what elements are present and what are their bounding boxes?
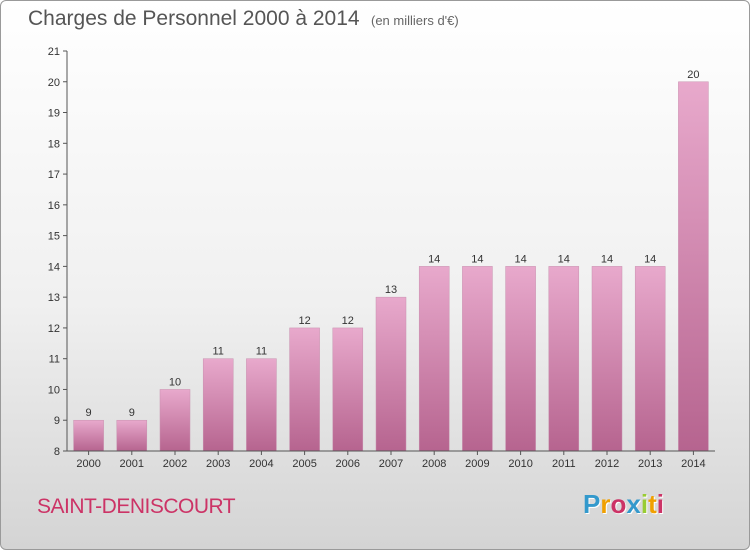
- bar: [418, 266, 450, 452]
- x-tick-label: 2010: [508, 458, 532, 470]
- logo-letter: i: [656, 489, 664, 519]
- bar-value-label: 14: [428, 253, 440, 265]
- logo-letter: o: [610, 489, 627, 519]
- bar: [73, 419, 104, 452]
- x-tick-label: 2014: [681, 458, 705, 470]
- x-tick-label: 2008: [422, 458, 446, 470]
- logo-letter: i: [640, 489, 649, 519]
- bar-value-label: 14: [601, 253, 613, 265]
- x-tick-label: 2003: [206, 458, 230, 470]
- bar-value-label: 13: [385, 284, 397, 296]
- logo-letter: t: [648, 489, 657, 519]
- x-axis-ticks: 2000 2001 2002 2003 2004 2005 2006 2007 2008 2009…: [76, 451, 706, 470]
- x-tick-label: 2005: [292, 458, 316, 470]
- bar: [548, 266, 580, 452]
- bar-value-label: 14: [558, 253, 570, 265]
- bar: [678, 81, 709, 452]
- bar: [246, 358, 277, 452]
- bar-value-label: 9: [86, 407, 92, 419]
- x-tick-label: 2004: [249, 458, 273, 470]
- bar-value-label: 9: [129, 407, 135, 419]
- x-tick-label: 2011: [552, 458, 576, 470]
- bar: [202, 358, 234, 452]
- bar: [591, 266, 623, 452]
- y-tick-label: 11: [49, 354, 60, 366]
- y-tick-label: 8: [54, 446, 60, 458]
- y-tick-label: 19: [48, 108, 60, 120]
- bar: [289, 327, 320, 452]
- y-tick-label: 20: [48, 77, 60, 89]
- logo-letter: P: [583, 489, 601, 519]
- logo-letter: r: [600, 489, 611, 519]
- bar: [375, 296, 407, 452]
- x-tick-label: 2007: [379, 458, 403, 470]
- y-tick-label: 14: [48, 261, 60, 273]
- x-tick-label: 2001: [120, 458, 144, 470]
- bar: [159, 389, 191, 452]
- bar-value-label: 11: [212, 346, 223, 358]
- bar-value-label: 11: [256, 346, 267, 358]
- bar-value-label: 20: [687, 69, 699, 81]
- bar-value-label: 10: [169, 376, 181, 388]
- x-tick-label: 2000: [76, 458, 100, 470]
- x-tick-label: 2013: [638, 458, 662, 470]
- bar: [332, 327, 364, 452]
- bar: [116, 419, 148, 452]
- chart-subtitle: (en milliers d'€): [371, 13, 459, 28]
- bar-value-label: 14: [644, 253, 656, 265]
- y-tick-label: 13: [48, 292, 60, 304]
- data-labels: 9 9 10 11 11 12 12 13 14 14 14 14 14 14 20: [86, 69, 700, 419]
- y-tick-label: 18: [48, 138, 60, 150]
- bar: [462, 266, 493, 452]
- y-tick-label: 21: [48, 46, 60, 58]
- chart-title: Charges de Personnel 2000 à 2014: [28, 7, 360, 30]
- y-axis-ticks: 8 9 10 11 12 13 14 15 16 17 18 19 20 21: [48, 46, 67, 458]
- x-tick-label: 2006: [336, 458, 360, 470]
- logo-letter: x: [626, 489, 641, 519]
- bar-value-label: 12: [298, 315, 310, 327]
- x-tick-label: 2002: [163, 458, 187, 470]
- commune-name: SAINT-DENISCOURT: [37, 495, 236, 518]
- bar-value-label: 14: [471, 253, 483, 265]
- bar-value-label: 14: [514, 253, 526, 265]
- y-tick-label: 17: [48, 169, 60, 181]
- x-tick-label: 2012: [595, 458, 619, 470]
- y-tick-label: 16: [48, 200, 60, 212]
- x-tick-label: 2009: [465, 458, 489, 470]
- bar-series: [73, 81, 709, 452]
- y-tick-label: 15: [48, 231, 60, 243]
- bar: [505, 266, 536, 452]
- bar: [634, 266, 666, 452]
- proxiti-logo[interactable]: Proxiti: [583, 489, 664, 520]
- y-tick-label: 9: [54, 415, 60, 427]
- bar-value-label: 12: [342, 315, 354, 327]
- y-tick-label: 12: [48, 323, 60, 335]
- y-tick-label: 10: [48, 384, 60, 396]
